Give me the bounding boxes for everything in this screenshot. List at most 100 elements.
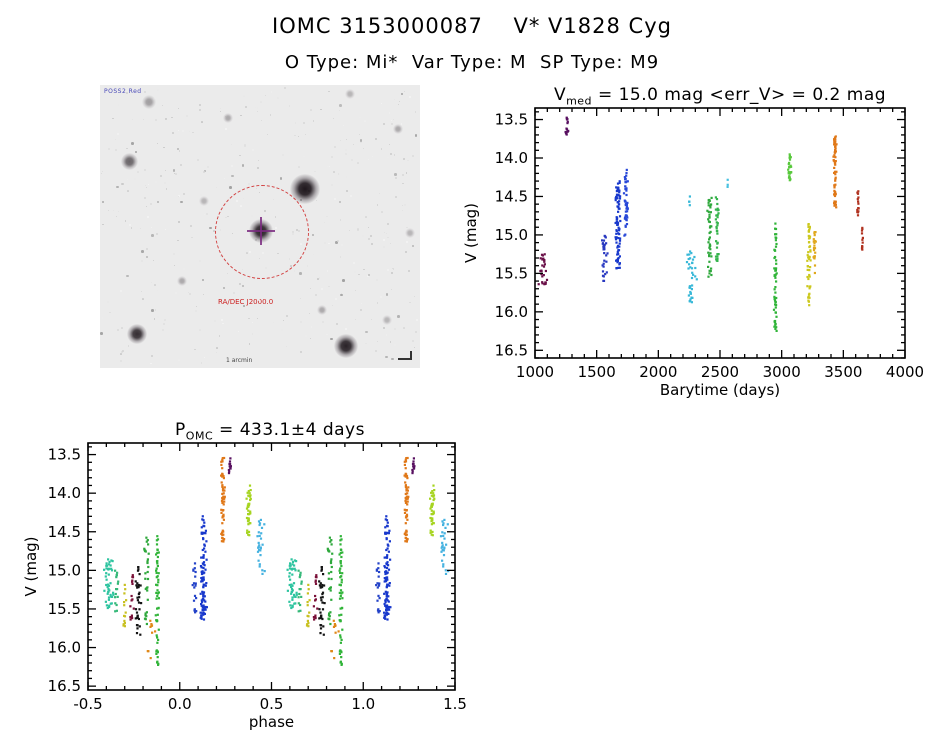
phase-title-sub: OMC <box>185 429 214 443</box>
noise-speckle <box>117 104 120 107</box>
noise-speckle <box>112 209 114 211</box>
noise-speckle <box>195 306 197 308</box>
noise-speckle <box>338 200 342 204</box>
svg-text:14.5: 14.5 <box>495 187 528 205</box>
noise-speckle <box>317 277 320 280</box>
noise-speckle <box>156 315 159 318</box>
noise-speckle <box>376 203 379 206</box>
noise-speckle <box>141 250 144 253</box>
noise-speckle <box>412 155 415 158</box>
noise-speckle <box>144 185 146 187</box>
noise-speckle <box>266 133 268 135</box>
noise-speckle <box>308 312 310 314</box>
svg-text:15.0: 15.0 <box>48 561 81 579</box>
noise-speckle <box>120 360 123 363</box>
noise-speckle <box>176 147 180 150</box>
noise-speckle <box>342 279 345 282</box>
noise-speckle <box>251 333 254 335</box>
svg-text:3000: 3000 <box>763 363 801 381</box>
noise-speckle <box>314 294 317 296</box>
axes-ticks <box>87 443 456 690</box>
noise-speckle <box>120 353 123 355</box>
noise-speckle <box>314 170 316 173</box>
noise-speckle <box>186 115 189 118</box>
noise-speckle <box>206 166 209 169</box>
noise-speckle <box>172 169 176 172</box>
svg-text:16.0: 16.0 <box>48 639 81 657</box>
noise-speckle <box>328 242 330 245</box>
noise-speckle <box>359 139 363 142</box>
noise-speckle <box>180 200 183 203</box>
tick-labels: -0.5 0.0 0.5 1.0 1.5 13.5 14.0 14.5 15.0 15.5 16.0… <box>48 446 467 713</box>
noise-speckle <box>407 269 410 272</box>
noise-speckle <box>154 180 157 183</box>
noise-speckle <box>340 293 342 295</box>
noise-speckle <box>143 168 146 171</box>
star <box>404 227 416 239</box>
noise-speckle <box>357 162 359 164</box>
star <box>120 152 138 170</box>
noise-speckle <box>386 236 389 239</box>
noise-speckle <box>232 291 235 294</box>
noise-speckle <box>326 215 328 218</box>
noise-speckle <box>248 343 251 345</box>
noise-speckle <box>320 108 322 111</box>
star <box>142 95 156 109</box>
noise-speckle <box>213 230 215 232</box>
noise-speckle <box>177 239 179 241</box>
svg-text:0.0: 0.0 <box>168 695 192 713</box>
noise-speckle <box>242 304 246 308</box>
noise-speckle <box>382 246 385 248</box>
noise-speckle <box>145 255 149 259</box>
noise-speckle <box>116 185 119 188</box>
noise-speckle <box>341 244 343 246</box>
noise-speckle <box>260 119 263 121</box>
noise-speckle <box>407 159 409 162</box>
noise-speckle <box>199 329 201 331</box>
noise-speckle <box>150 354 153 357</box>
noise-speckle <box>328 166 330 168</box>
noise-speckle <box>398 100 401 103</box>
noise-speckle <box>327 285 330 288</box>
noise-speckle <box>393 99 396 101</box>
noise-speckle <box>306 265 308 267</box>
noise-speckle <box>303 155 305 158</box>
noise-speckle <box>150 281 152 283</box>
page-subtitle: O Type: Mi* Var Type: M SP Type: M9 <box>284 52 660 73</box>
noise-speckle <box>200 194 202 197</box>
noise-speckle <box>145 205 147 207</box>
noise-speckle <box>345 138 348 141</box>
noise-speckle <box>339 110 341 112</box>
noise-speckle <box>390 288 393 290</box>
noise-speckle <box>340 139 342 141</box>
noise-speckle <box>124 220 127 222</box>
noise-speckle <box>126 274 129 278</box>
noise-speckle <box>331 184 334 186</box>
noise-speckle <box>395 196 398 199</box>
noise-speckle <box>365 216 367 218</box>
data-points <box>537 116 864 332</box>
noise-speckle <box>221 319 223 321</box>
noise-speckle <box>216 347 218 349</box>
noise-speckle <box>165 118 167 120</box>
svg-text:15.0: 15.0 <box>495 226 528 244</box>
noise-speckle <box>354 289 356 291</box>
noise-speckle <box>156 143 159 145</box>
noise-speckle <box>101 172 103 174</box>
finding-chart-coord-label: RA/DEC J2000.0 <box>218 298 274 306</box>
noise-speckle <box>304 134 306 136</box>
noise-speckle <box>161 104 164 107</box>
noise-speckle <box>363 268 365 271</box>
noise-speckle <box>256 110 259 112</box>
noise-speckle <box>277 97 280 100</box>
noise-speckle <box>164 182 166 184</box>
noise-speckle <box>164 228 166 231</box>
phase-plot: -0.5 0.0 0.5 1.0 1.5 13.5 14.0 14.5 15.0 15.5 16.0… <box>22 442 467 731</box>
noise-speckle <box>201 278 204 282</box>
noise-speckle <box>175 292 177 294</box>
noise-speckle <box>405 250 408 253</box>
x-axis-label: Barytime (days) <box>660 381 780 399</box>
noise-speckle <box>226 272 229 275</box>
noise-speckle <box>333 145 336 148</box>
noise-speckle <box>335 297 338 300</box>
